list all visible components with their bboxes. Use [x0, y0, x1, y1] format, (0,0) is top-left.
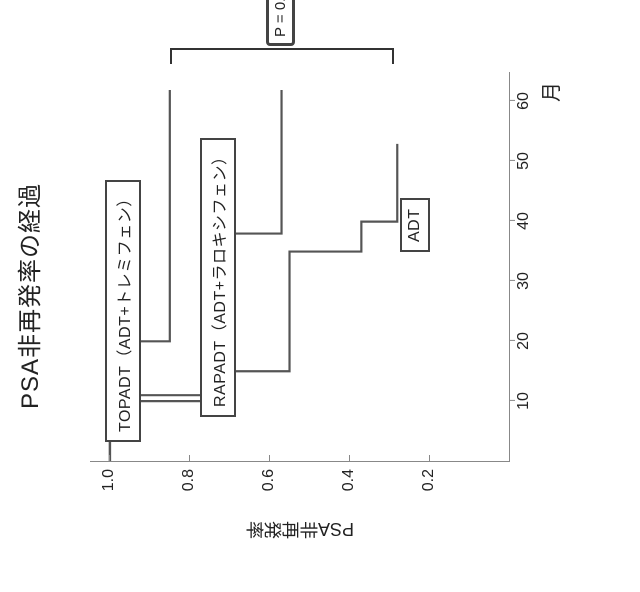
chart-title: PSA非再発率の経過: [10, 0, 45, 592]
y-axis-label: PSA非再発率: [90, 522, 510, 542]
y-tick: 0.6: [260, 461, 278, 491]
x-tick: 10: [509, 392, 533, 410]
x-tick: 60: [509, 92, 533, 110]
x-tick: 50: [509, 152, 533, 170]
x-tick: 20: [509, 332, 533, 350]
x-tick: 40: [509, 212, 533, 230]
series-rapadt-label: RAPADT（ADT+ラロキシフェン）: [200, 138, 236, 417]
series-adt-line: [110, 144, 397, 461]
km-curves: [90, 72, 509, 461]
y-tick: 0.4: [340, 461, 358, 491]
x-tick: 30: [509, 272, 533, 290]
p-value-box: P = 0.04: [266, 0, 295, 46]
series-adt-label: ADT: [400, 199, 430, 253]
y-tick: 0.8: [180, 461, 198, 491]
y-tick: 1.0: [100, 461, 118, 491]
plot-area: 0.20.40.60.81.0102030405060: [90, 72, 510, 462]
x-axis-label: 月: [535, 72, 564, 462]
chart-rotated-stage: PSA非再発率の経過 PSA非再発率 0.20.40.60.81.0102030…: [0, 0, 640, 592]
series-topadt-label: TOPADT（ADT+トレミフェン）: [105, 180, 141, 442]
p-value-bracket: [170, 48, 394, 64]
y-tick: 0.2: [420, 461, 438, 491]
